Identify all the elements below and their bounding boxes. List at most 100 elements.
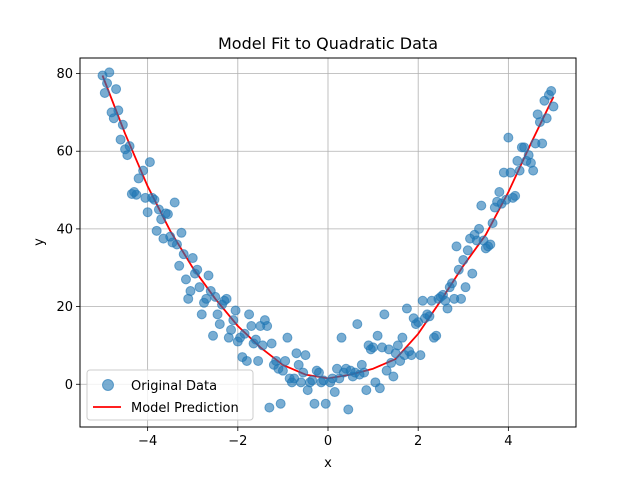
data-point — [401, 303, 412, 314]
data-point — [519, 142, 530, 153]
data-point — [546, 86, 557, 97]
data-point — [374, 383, 385, 394]
y-tick-label: 40 — [56, 222, 73, 237]
data-point — [174, 260, 185, 271]
data-point — [451, 241, 462, 252]
data-point — [528, 165, 539, 176]
data-point — [180, 274, 191, 285]
x-tick-label: 4 — [504, 434, 512, 449]
data-point — [171, 239, 182, 250]
data-point — [359, 367, 370, 378]
data-point — [194, 282, 205, 293]
data-point — [548, 101, 559, 112]
data-point — [431, 330, 442, 341]
data-point — [108, 113, 119, 124]
data-point — [151, 225, 162, 236]
data-point — [368, 342, 379, 353]
data-point — [541, 113, 552, 124]
data-point — [257, 340, 268, 351]
data-point — [424, 311, 435, 322]
data-point — [226, 324, 237, 335]
data-point — [169, 197, 180, 208]
data-point — [196, 309, 207, 320]
data-point — [131, 189, 142, 200]
data-point — [262, 321, 273, 332]
data-point — [230, 305, 241, 316]
x-tick-label: −4 — [138, 434, 157, 449]
y-tick-label: 0 — [65, 378, 73, 393]
data-point — [352, 319, 363, 330]
data-point — [537, 138, 548, 149]
data-point — [329, 387, 340, 398]
data-point — [282, 332, 293, 343]
data-point — [295, 377, 306, 388]
data-point — [494, 187, 505, 198]
data-point — [309, 398, 320, 409]
data-point — [474, 223, 485, 234]
data-point — [214, 319, 225, 330]
data-point — [460, 282, 471, 293]
data-point — [397, 332, 408, 343]
data-point — [458, 254, 469, 265]
data-point — [415, 350, 426, 361]
chart-title: Model Fit to Quadratic Data — [218, 34, 438, 53]
data-point — [244, 309, 255, 320]
data-point — [133, 173, 144, 184]
data-point — [246, 321, 257, 332]
data-point — [241, 355, 252, 366]
data-point — [142, 207, 153, 218]
data-point — [456, 293, 467, 304]
y-tick-label: 60 — [56, 145, 73, 160]
data-point — [111, 84, 122, 95]
data-point — [313, 367, 324, 378]
scatter-series — [97, 67, 559, 415]
x-tick-label: 0 — [324, 434, 332, 449]
data-point — [485, 239, 496, 250]
data-point — [176, 227, 187, 238]
data-point — [406, 350, 417, 361]
data-point — [307, 375, 318, 386]
data-point — [388, 371, 399, 382]
data-point — [510, 190, 521, 201]
data-point — [487, 218, 498, 229]
legend-label-model-prediction: Model Prediction — [131, 401, 239, 416]
data-point — [386, 357, 397, 368]
data-point — [138, 165, 149, 176]
data-point — [417, 295, 428, 306]
data-point — [514, 165, 525, 176]
data-point — [280, 355, 291, 366]
data-point — [476, 200, 487, 211]
data-point — [117, 119, 128, 130]
data-point — [210, 291, 221, 302]
data-point — [115, 134, 126, 145]
y-axis-label: y — [32, 238, 47, 246]
data-point — [203, 270, 214, 281]
data-point — [372, 330, 383, 341]
data-point — [122, 150, 133, 161]
data-point — [505, 167, 516, 178]
legend: Original Data Model Prediction — [86, 369, 254, 421]
data-point — [185, 286, 196, 297]
data-point — [212, 309, 223, 320]
data-point — [293, 359, 304, 370]
data-point — [275, 398, 286, 409]
data-point — [462, 245, 473, 256]
data-point — [453, 264, 464, 275]
legend-scatter-marker — [102, 379, 114, 391]
data-point — [264, 402, 275, 413]
x-tick-label: −2 — [228, 434, 247, 449]
legend-box — [86, 369, 254, 421]
data-point — [392, 340, 403, 351]
data-point — [266, 338, 277, 349]
data-point — [291, 348, 302, 359]
data-point — [343, 404, 354, 415]
data-point — [277, 365, 288, 376]
data-point — [250, 334, 261, 345]
data-point — [208, 330, 219, 341]
data-point — [99, 87, 110, 98]
data-point — [320, 398, 331, 409]
data-point — [381, 365, 392, 376]
data-point — [102, 78, 113, 89]
